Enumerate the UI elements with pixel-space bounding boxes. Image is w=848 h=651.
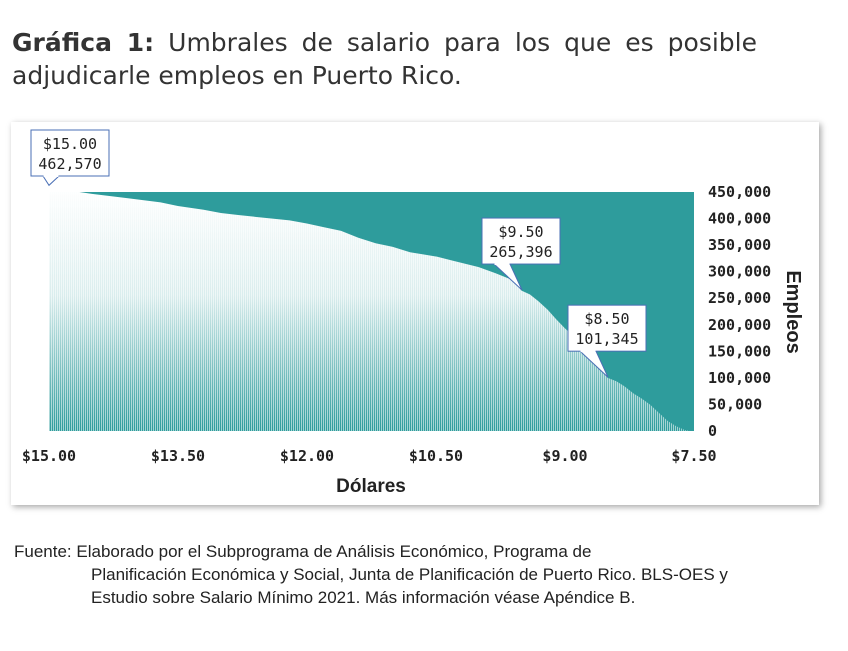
figure-title-text: Umbrales de salario para los que es posi… — [12, 28, 757, 90]
y-axis-title: Empleos — [782, 270, 804, 353]
series-line — [79, 192, 694, 431]
x-tick-label: $15.00 — [22, 447, 76, 465]
chart-panel: $15.00 $13.50 $12.00 $10.50 $9.00 $7.50 450,00… — [11, 122, 819, 505]
x-axis-title: Dólares — [336, 476, 406, 497]
y-tick-label: 400,000 — [708, 210, 771, 228]
y-tick-label: 150,000 — [708, 342, 771, 360]
y-tick-label: 450,000 — [708, 183, 771, 201]
x-tick-label: $12.00 — [280, 447, 334, 465]
y-tick-label: 300,000 — [708, 263, 771, 281]
x-tick-label: $10.50 — [409, 447, 463, 465]
source-text-rest: Planificación Económica y Social, Junta … — [91, 565, 728, 607]
annotation-callout: $8.50 101,345 — [567, 304, 647, 378]
annotation-callout: $15.00 462,570 — [30, 129, 110, 187]
y-tick-label: 0 — [708, 422, 717, 440]
area-fill-stripes — [49, 192, 694, 431]
x-tick-label: $9.00 — [542, 447, 587, 465]
figure-title: Gráfica 1: Umbrales de salario para los … — [12, 26, 757, 92]
y-tick-label: 250,000 — [708, 289, 771, 307]
annotation-value: 265,396 — [489, 243, 552, 261]
annotation-callout: $9.50 265,396 — [481, 217, 561, 291]
y-tick-label: 200,000 — [708, 316, 771, 334]
source-text-line1: Elaborado por el Subprograma de Análisis… — [76, 542, 592, 561]
y-tick-label: 100,000 — [708, 369, 771, 387]
y-tick-label: 50,000 — [708, 395, 762, 413]
source-note: Fuente: Elaborado por el Subprograma de … — [14, 540, 774, 609]
figure-title-lead: Gráfica 1: — [12, 28, 155, 57]
annotation-value: 101,345 — [575, 330, 638, 348]
x-tick-label: $7.50 — [671, 447, 716, 465]
annotation-value: 462,570 — [38, 155, 101, 173]
y-tick-label: 350,000 — [708, 236, 771, 254]
annotation-price: $15.00 — [43, 135, 97, 153]
annotation-price: $8.50 — [584, 310, 629, 328]
annotation-price: $9.50 — [498, 223, 543, 241]
source-label: Fuente: — [14, 542, 72, 561]
area-chart: $15.00 $13.50 $12.00 $10.50 $9.00 $7.50 450,00… — [22, 129, 804, 497]
x-tick-label: $13.50 — [151, 447, 205, 465]
